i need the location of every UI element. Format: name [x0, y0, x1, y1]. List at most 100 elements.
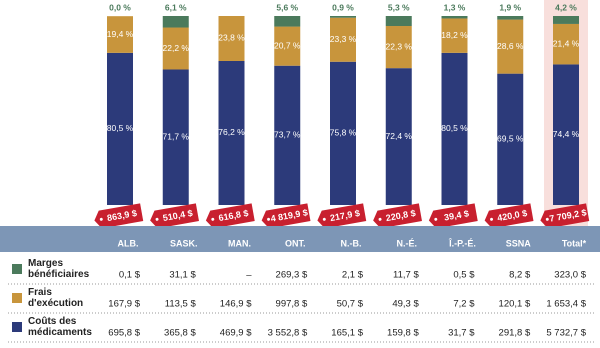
value-label: 5,3 %	[388, 2, 410, 12]
price-tag: 217,9 $	[317, 203, 367, 229]
value-label: 21,4 %	[553, 38, 580, 48]
amount: 695,8 $	[108, 328, 140, 339]
price-tag: 4 819,9 $	[261, 203, 311, 229]
price-tag: 39,4 $	[428, 203, 478, 229]
value-label: 6,1 %	[165, 2, 187, 12]
bar-segment	[218, 16, 245, 61]
amount: 7,2 $	[453, 299, 475, 310]
bar-segment	[162, 69, 189, 205]
bar-segment	[162, 27, 189, 70]
amount: 113,5 $	[165, 299, 197, 310]
bar-segment	[497, 16, 524, 20]
amount: 469,9 $	[220, 328, 252, 339]
amount: 167,9 $	[108, 299, 140, 310]
amount: 159,8 $	[387, 328, 419, 339]
value-label: 1,9 %	[499, 2, 521, 12]
amount: 31,1 $	[169, 270, 196, 281]
row-label: Coûts des médicaments	[28, 316, 92, 338]
value-label: 74,4 %	[553, 129, 580, 139]
amount: 11,7 $	[393, 270, 419, 281]
value-label: 69,5 %	[497, 134, 524, 144]
bar-segment	[274, 65, 301, 205]
amount: 0,5 $	[453, 270, 475, 281]
amount: 31,7 $	[448, 328, 475, 339]
price-tag: 863,9 $	[94, 203, 144, 229]
value-label: 5,6 %	[276, 2, 298, 12]
tag-hole	[322, 217, 326, 221]
bar-segment	[107, 16, 133, 53]
amount: 50,7 $	[337, 299, 364, 310]
row-label: Marges bénéficiaires	[28, 258, 90, 280]
value-label: 1,3 %	[444, 2, 466, 12]
tag-hole	[155, 217, 159, 221]
x-tick-label: N.-É.	[396, 238, 417, 248]
amount: 269,3 $	[276, 270, 308, 281]
tag-shape	[150, 203, 199, 229]
tag-hole	[490, 217, 494, 221]
price-tag: 7 709,2 $	[540, 203, 590, 229]
bar-segment	[330, 17, 356, 62]
value-label: 76,2 %	[218, 127, 245, 137]
amount: 2,1 $	[342, 270, 364, 281]
tag-hole	[378, 217, 382, 221]
tag-shape	[484, 203, 534, 229]
header-band	[0, 226, 600, 252]
amount: 3 552,8 $	[268, 328, 308, 339]
amount: 165,1 $	[331, 328, 363, 339]
value-label: 18,2 %	[441, 30, 468, 40]
value-label: 0,9 %	[332, 2, 354, 12]
legend-swatch	[12, 264, 22, 274]
bar-segment	[385, 16, 412, 27]
legend-swatch	[12, 293, 22, 303]
bar-segment	[330, 61, 356, 205]
value-label: 75,8 %	[330, 128, 357, 138]
tag-hole	[211, 217, 215, 221]
row-label: Frais d'exécution	[28, 287, 84, 309]
tag-label: 39,4 $	[443, 208, 469, 222]
value-label: 23,8 %	[218, 33, 245, 43]
x-tick-label: Î.-P.-É.	[448, 237, 476, 248]
x-tick-label: ONT.	[285, 238, 306, 248]
tag-shape	[373, 203, 422, 229]
bar-segment	[441, 18, 468, 53]
tag-hole	[434, 217, 438, 221]
price-tag: 616,8 $	[205, 203, 255, 229]
amount: –	[246, 270, 252, 281]
value-label: 20,7 %	[274, 40, 301, 50]
value-label: 28,6 %	[497, 41, 524, 51]
tag-hole	[545, 217, 549, 221]
price-tag: 510,4 $	[150, 203, 199, 229]
value-label: 73,7 %	[274, 130, 301, 140]
x-tick-label: N.-B.	[341, 238, 362, 248]
tag-hole	[99, 217, 103, 221]
amount: 146,9 $	[220, 299, 252, 310]
amount: 8,2 $	[509, 270, 531, 281]
bar-segment	[218, 60, 245, 206]
amount: 5 732,7 $	[546, 328, 586, 339]
bar-segment	[441, 52, 468, 206]
tag-shape	[428, 203, 478, 229]
x-tick-label: ALB.	[118, 238, 139, 248]
amount: 49,3 $	[392, 299, 419, 310]
amount: 1 653,4 $	[546, 299, 586, 310]
bar-segment	[330, 16, 356, 18]
x-tick-label: Total*	[562, 238, 587, 248]
tag-shape	[317, 203, 367, 229]
value-label: 4,2 %	[555, 2, 577, 12]
value-label: 0,0 %	[109, 2, 131, 12]
amount: 0,1 $	[119, 270, 141, 281]
amount: 365,8 $	[164, 328, 196, 339]
value-label: 19,4 %	[107, 29, 134, 39]
bar-segment	[162, 16, 189, 28]
bar-segment	[274, 26, 301, 66]
bar-segment	[553, 23, 579, 65]
bar-segment	[553, 64, 579, 205]
bar-segment	[553, 16, 579, 24]
bar-segment	[107, 52, 133, 206]
amount: 291,8 $	[499, 328, 531, 339]
bar-segment	[385, 68, 412, 205]
amount: 323,0 $	[554, 270, 586, 281]
value-label: 71,7 %	[163, 131, 190, 141]
